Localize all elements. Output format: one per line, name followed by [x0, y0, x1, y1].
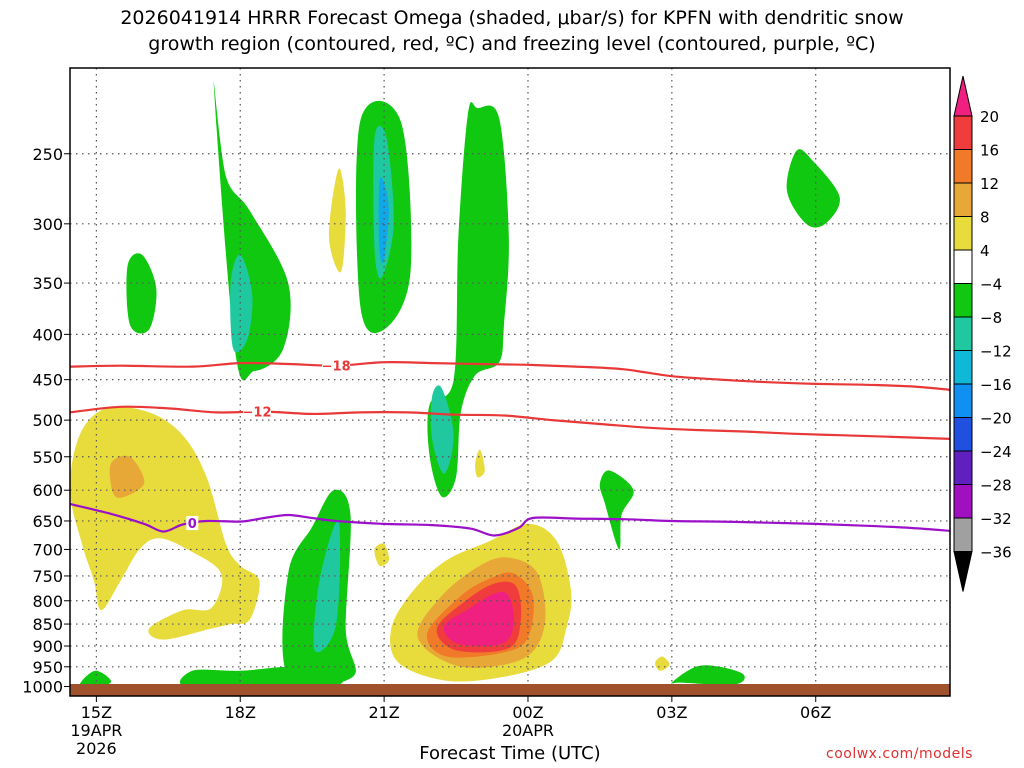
- colorbar-segment: [953, 316, 973, 351]
- y-tick-label: 600: [32, 481, 63, 500]
- y-tick-label: 650: [32, 512, 63, 531]
- colorbar-segment: [953, 115, 973, 150]
- temperature-contours: −18 −12 0: [70, 358, 950, 537]
- contour-label-bg: [322, 358, 351, 373]
- colorbar-label: 4: [980, 242, 990, 260]
- source-credit: coolwx.com/models: [826, 746, 973, 762]
- contour-line--12: [70, 405, 950, 440]
- x-tick-date: 20APR: [502, 721, 554, 740]
- colorbar-label: −20: [980, 410, 1012, 428]
- x-tick-label: 21Z: [368, 703, 399, 722]
- colorbar-label: −16: [980, 376, 1012, 394]
- colorbar-segment: [953, 417, 973, 452]
- y-tick-label: 450: [32, 371, 63, 390]
- y-tick-label: 250: [32, 145, 63, 164]
- y-tick-label: 550: [32, 448, 63, 467]
- colorbar-label: 20: [980, 108, 999, 126]
- upward-motion-area: [670, 665, 745, 685]
- upward-motion-area: [179, 666, 344, 690]
- ground-surface: [70, 684, 950, 696]
- colorbar-bottom-arrow: [953, 551, 973, 592]
- colorbar-label: −4: [980, 276, 1002, 294]
- colorbar-segment: [953, 517, 973, 552]
- y-tick-label: 850: [32, 615, 63, 634]
- pressure-axis: 250 300 350 400 450 500 550 600 650 700 750 800 850 9…: [22, 145, 70, 697]
- downward-motion-area: [475, 449, 485, 478]
- colorbar-label: −32: [980, 510, 1012, 528]
- y-tick-label: 350: [32, 274, 63, 293]
- y-tick-label: 900: [32, 637, 63, 656]
- colorbar-label: 16: [980, 142, 999, 160]
- ground-strip: [70, 684, 950, 696]
- downward-motion-area: [443, 591, 514, 647]
- y-tick-label: 400: [32, 325, 63, 344]
- colorbar-label: −36: [980, 544, 1012, 562]
- contour-label-bg: [186, 516, 199, 531]
- x-tick-year: 2026: [76, 739, 117, 758]
- omega-shading: [70, 81, 840, 690]
- chart-title-line-2: growth region (contoured, red, ºC) and f…: [148, 33, 876, 55]
- x-tick-label: 15Z: [81, 703, 112, 722]
- downward-motion-area: [374, 543, 390, 567]
- plot-frame: [69, 67, 951, 697]
- y-tick-label: 300: [32, 215, 63, 234]
- downward-motion-area: [328, 168, 346, 273]
- contour-label-bg: [243, 404, 272, 419]
- x-tick-label: 06Z: [800, 703, 831, 722]
- upward-motion-area: [599, 470, 634, 550]
- colorbar-segment: [953, 249, 973, 284]
- contour-label: −12: [243, 406, 272, 421]
- colorbar-label: −12: [980, 343, 1012, 361]
- colorbar-segment: [953, 182, 973, 217]
- colorbar-label: 12: [980, 175, 999, 193]
- x-tick-date: 19APR: [70, 721, 122, 740]
- grid-lines: [70, 68, 950, 696]
- downward-motion-area: [109, 455, 145, 498]
- upward-motion-area: [786, 149, 840, 228]
- colorbar-segment: [953, 484, 973, 519]
- colorbar-segment: [953, 350, 973, 385]
- upward-motion-area: [230, 254, 253, 353]
- colorbar-label: 8: [980, 209, 990, 227]
- upward-motion-area: [126, 253, 157, 334]
- y-tick-label: 950: [32, 658, 63, 677]
- colorbar-segment: [953, 450, 973, 485]
- y-tick-label: 1000: [22, 678, 63, 697]
- upward-motion-area: [427, 101, 509, 498]
- upward-motion-area: [313, 520, 341, 653]
- colorbar-segment: [953, 216, 973, 251]
- contour-line-0: [70, 502, 950, 537]
- x-tick-label: 18Z: [225, 703, 256, 722]
- colorbar-top-arrow: [953, 75, 973, 117]
- upward-motion-area: [430, 385, 454, 474]
- omega-colorbar: 20 16 12 8 4 −4 −8 −12 −16 −20 −24 −28 −32 −36: [953, 75, 1012, 592]
- x-tick-label: 03Z: [656, 703, 687, 722]
- x-tick-label: 00Z: [512, 703, 543, 722]
- colorbar-label: −28: [980, 477, 1012, 495]
- colorbar-segment: [953, 149, 973, 184]
- y-tick-label: 800: [32, 592, 63, 611]
- y-tick-label: 750: [32, 567, 63, 586]
- contour-label: −18: [322, 360, 351, 375]
- contour-line--18: [70, 360, 950, 391]
- colorbar-segment: [953, 383, 973, 418]
- colorbar-label: −8: [980, 309, 1002, 327]
- y-tick-label: 500: [32, 411, 63, 430]
- colorbar-segment: [953, 283, 973, 318]
- colorbar-label: −24: [980, 443, 1012, 461]
- x-axis-title: Forecast Time (UTC): [419, 743, 601, 764]
- chart-title-line-1: 2026041914 HRRR Forecast Omega (shaded, …: [120, 7, 904, 29]
- upward-motion-area: [378, 177, 389, 264]
- contour-label: 0: [188, 517, 197, 532]
- y-tick-label: 700: [32, 540, 63, 559]
